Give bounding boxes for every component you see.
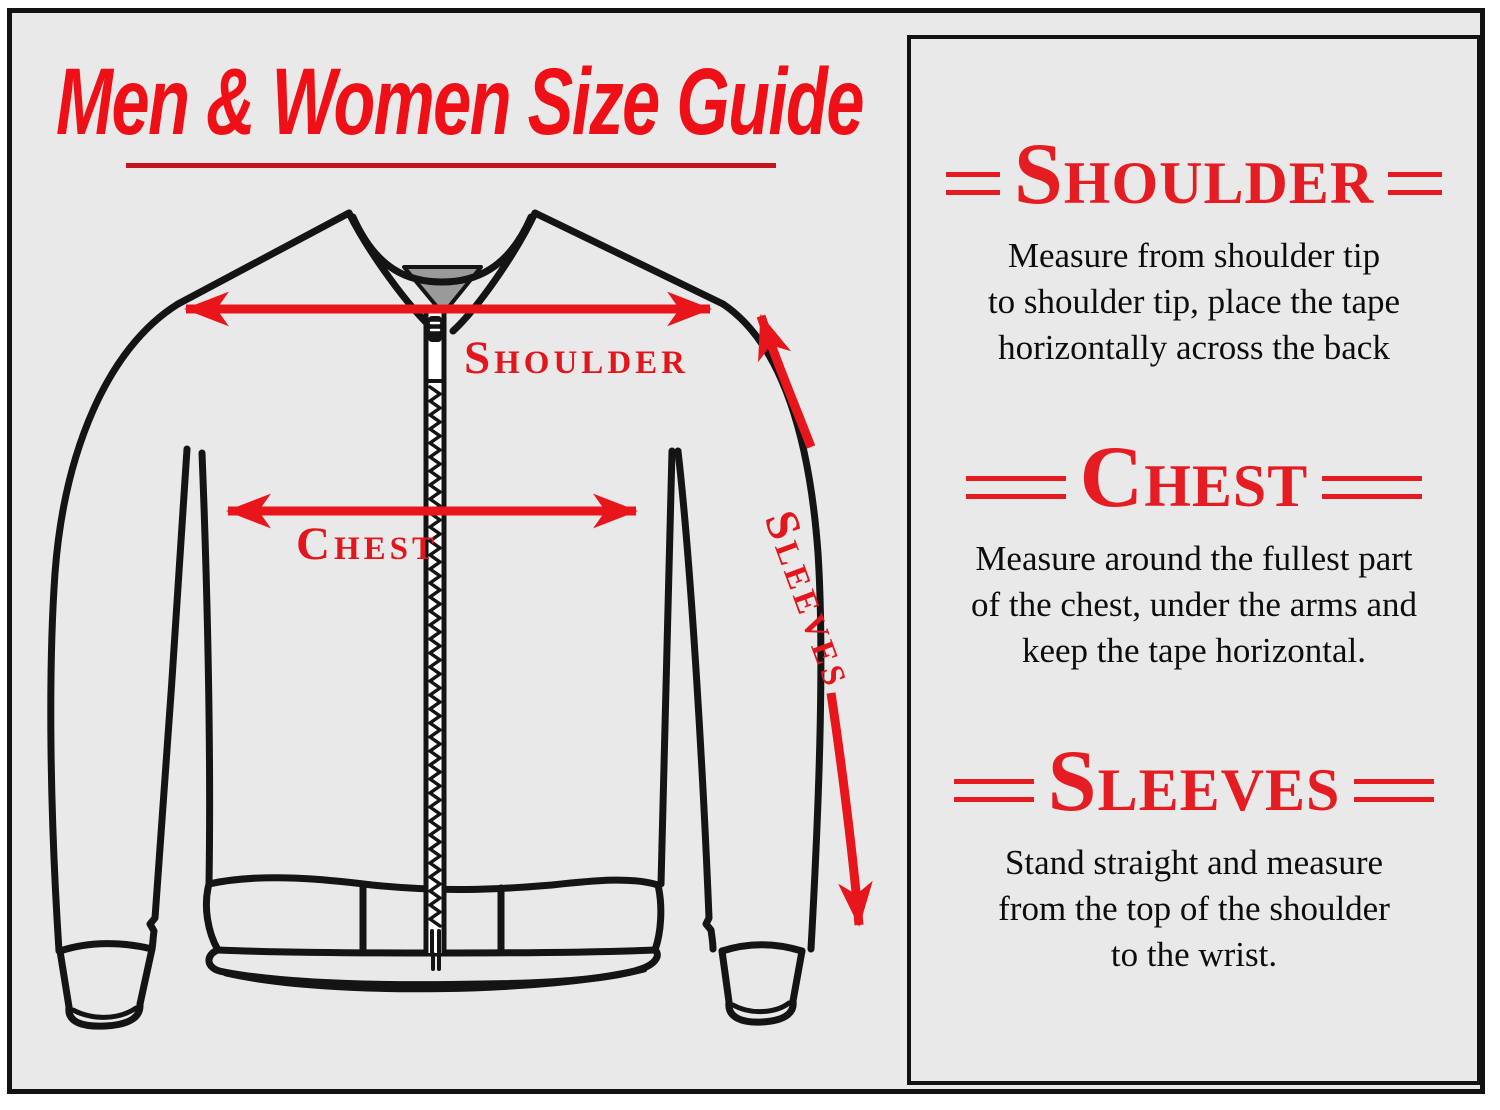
sleeves-heading: Sleeves <box>1047 732 1341 830</box>
double-line-decoration <box>945 172 1000 195</box>
sleeve-arrow-up <box>756 314 816 449</box>
shoulder-instruction-line: to shoulder tip, place the tape <box>987 281 1401 321</box>
chest-measure-label: Chest <box>296 518 438 570</box>
double-line-decoration <box>1388 172 1443 195</box>
left-cuff-inner-line <box>70 1005 139 1020</box>
shoulder-section: Shoulder Measure from shoulder tip to sh… <box>915 131 1473 371</box>
double-line-decoration <box>1322 475 1423 499</box>
shoulder-instruction-line: Measure from shoulder tip <box>1007 235 1381 275</box>
left-body-seam <box>198 449 214 888</box>
right-cuff-inner-line <box>730 1000 792 1014</box>
left-shoulder-seam <box>174 209 353 308</box>
right-cuff-bottom <box>725 997 797 1026</box>
left-sleeve-inner <box>146 445 191 953</box>
waistband-left-end <box>202 880 222 954</box>
waistband-top <box>205 874 662 894</box>
measurement-arrows <box>183 291 873 928</box>
chest-instruction-line: of the chest, under the arms and <box>970 585 1418 624</box>
jacket-outline <box>47 209 825 1030</box>
left-sleeve-outer <box>47 300 182 955</box>
left-cuff-bottom <box>65 1000 144 1030</box>
sleeve-arrow-down <box>826 692 873 928</box>
shoulder-instruction-line: horizontally across the back <box>998 327 1390 367</box>
sleeves-section: Sleeves Stand straight and measure from … <box>915 738 1473 978</box>
outer-frame: Men & Women Size Guide <box>7 8 1485 1094</box>
shoulder-heading: Shoulder <box>1013 125 1375 223</box>
right-sleeve-inner <box>674 447 717 953</box>
double-line-decoration <box>953 779 1034 802</box>
chest-instruction-line: Measure around the fullest part <box>975 539 1413 578</box>
chest-section: Chest Measure around the fullest part of… <box>915 434 1473 674</box>
page-title: Men & Women Size Guide <box>56 49 864 155</box>
zipper-edges <box>423 310 447 956</box>
chest-instruction-line: keep the tape horizontal. <box>1021 631 1367 670</box>
instructions-panel: Shoulder Measure from shoulder tip to sh… <box>907 35 1481 1085</box>
right-cuff-sides <box>718 947 806 1006</box>
right-body-seam <box>657 447 676 888</box>
right-shoulder-seam <box>531 209 727 308</box>
chest-heading-row: Chest <box>915 434 1473 522</box>
title-underline <box>126 163 776 168</box>
jacket-diagram <box>47 209 873 1030</box>
zipper-bottom-stop <box>430 929 441 971</box>
right-cuff-top <box>718 941 806 955</box>
shoulder-measure-label: Shoulder <box>464 332 689 384</box>
left-cuff-sides <box>56 945 156 1011</box>
sleeves-instruction-line: from the top of the shoulder <box>998 888 1390 928</box>
shoulder-heading-row: Shoulder <box>915 131 1473 219</box>
double-line-decoration <box>1354 779 1435 802</box>
double-line-decoration <box>965 475 1066 499</box>
sleeves-instruction-line: to the wrist. <box>1110 934 1278 974</box>
chest-heading: Chest <box>1079 429 1309 526</box>
sleeves-instruction-line: Stand straight and measure <box>1004 842 1384 882</box>
left-cuff-top <box>56 940 156 955</box>
sleeves-heading-row: Sleeves <box>915 738 1473 826</box>
zipper-teeth <box>428 385 442 928</box>
hem-roll-lower-line <box>222 965 648 993</box>
waistband-right-end <box>651 881 665 954</box>
